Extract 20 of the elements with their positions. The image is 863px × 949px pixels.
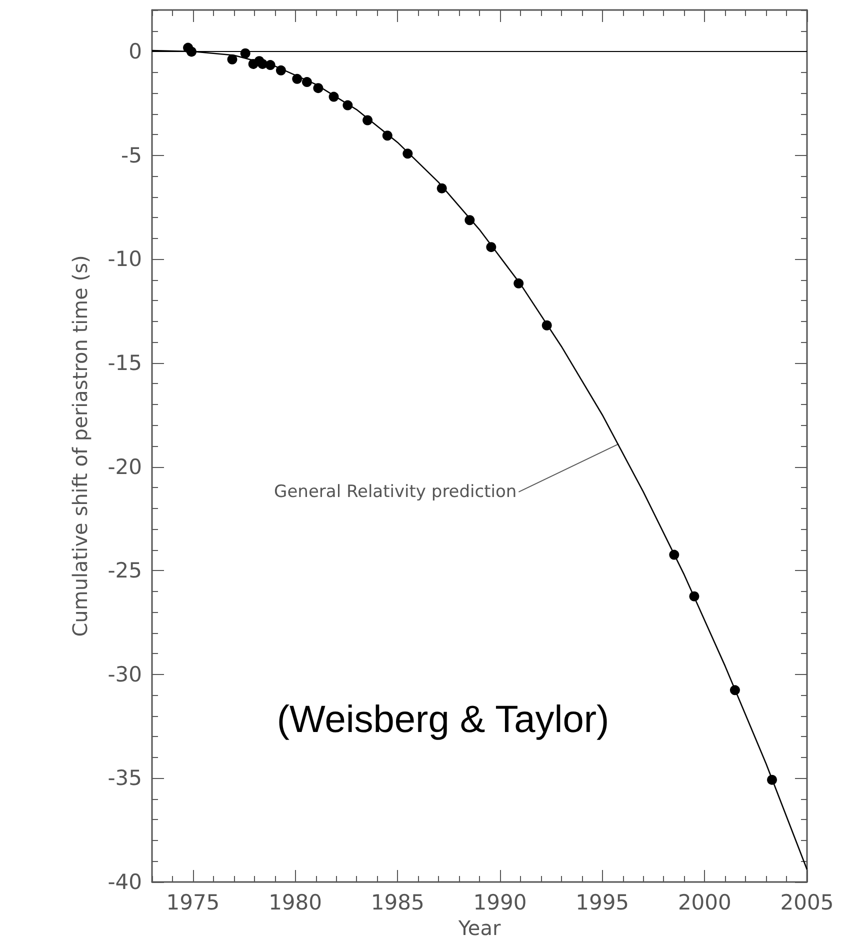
x-tick-label: 1990 (473, 890, 527, 914)
x-axis-title: Year (457, 916, 502, 940)
annotation: (Weisberg & Taylor) (276, 699, 610, 741)
y-tick-label: -30 (108, 662, 142, 686)
x-tick-label: 1980 (268, 890, 322, 914)
y-tick-label: -25 (108, 558, 142, 583)
y-tick-label: -15 (108, 350, 142, 375)
x-tick-label: 2000 (678, 890, 732, 914)
x-tick-label: 2005 (780, 890, 834, 914)
y-tick-label: 0 (128, 40, 142, 64)
y-tick-label: -5 (121, 143, 142, 168)
y-tick-label: -20 (108, 454, 142, 479)
annotation: General Relativity prediction (274, 482, 517, 502)
x-tick-label: 1975 (166, 890, 220, 914)
y-tick-label: -35 (108, 766, 142, 790)
x-tick-label: 1985 (370, 890, 424, 914)
y-axis-title: Cumulative shift of periastron time (s) (68, 255, 92, 637)
y-tick-label: -40 (108, 870, 142, 894)
x-tick-label: 1995 (576, 890, 630, 914)
y-tick-label: -10 (108, 247, 142, 272)
